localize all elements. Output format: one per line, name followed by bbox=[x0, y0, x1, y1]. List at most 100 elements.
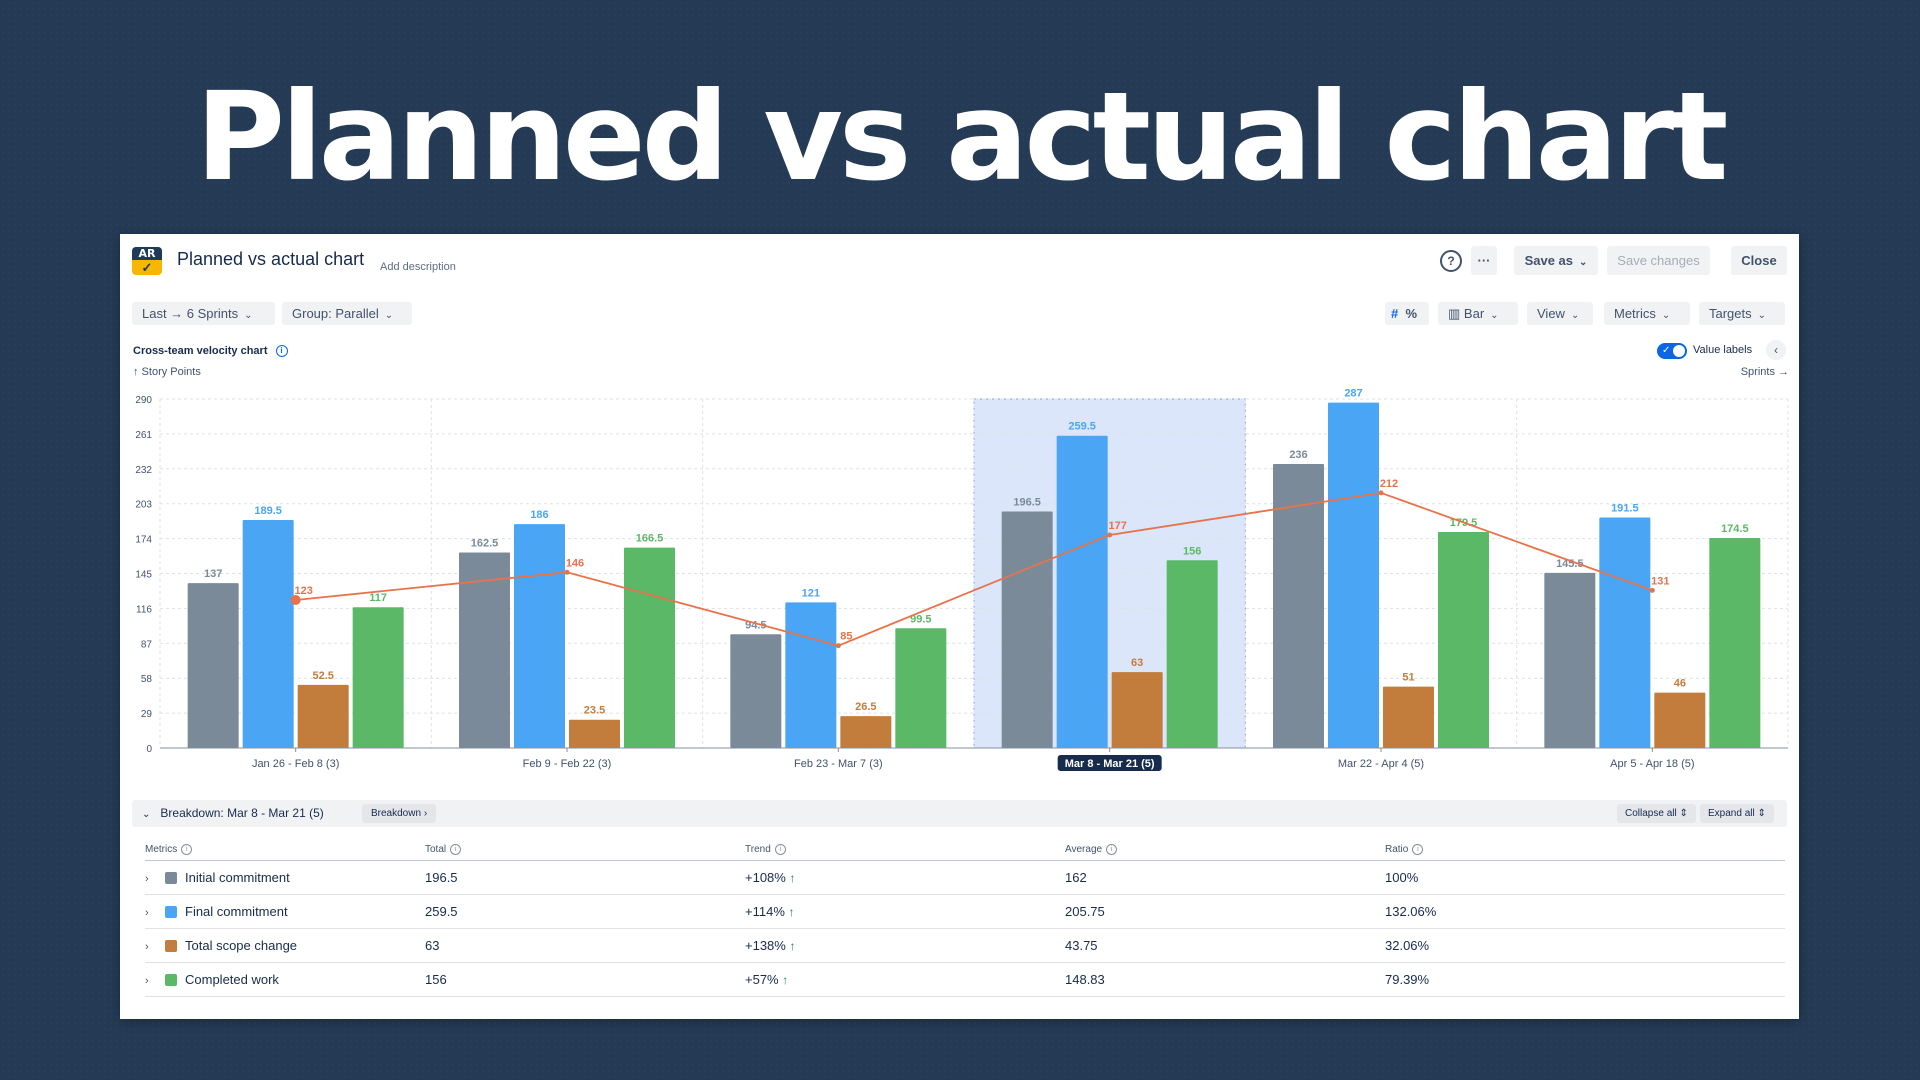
bar bbox=[785, 602, 837, 748]
column-header-total: Total i bbox=[425, 838, 745, 862]
column-header-trend: Trend i bbox=[745, 838, 1065, 862]
view-dropdown[interactable]: View ⌄ bbox=[1527, 302, 1593, 325]
info-icon[interactable]: i bbox=[275, 345, 288, 358]
x-tick-label: Jan 26 - Feb 8 (3) bbox=[252, 758, 339, 770]
breakdown-title[interactable]: ⌄ Breakdown: Mar 8 - Mar 21 (5) bbox=[142, 806, 324, 820]
bar bbox=[1328, 402, 1379, 748]
chevron-right-icon[interactable]: › bbox=[145, 941, 149, 954]
metric-cell: › Total scope change bbox=[145, 928, 425, 964]
report-title[interactable]: Planned vs actual chart bbox=[177, 249, 365, 269]
total-cell: 156 bbox=[425, 962, 745, 998]
metric-name: Initial commitment bbox=[185, 870, 290, 886]
y-tick-label: 0 bbox=[146, 744, 152, 755]
bar bbox=[569, 719, 620, 748]
table-row[interactable]: › Total scope change 63 +138% ↑ 43.75 32.06% bbox=[145, 928, 1785, 964]
expand-icon: ⇕ bbox=[1757, 808, 1766, 819]
chevron-down-icon: ⌄ bbox=[1579, 257, 1588, 268]
table-row[interactable]: › Final commitment 259.5 +114% ↑ 205.75 132.0… bbox=[145, 894, 1785, 930]
ratio-cell: 100% bbox=[1385, 860, 1785, 896]
add-description-link[interactable]: Add description bbox=[380, 261, 456, 273]
bar-value-label: 63 bbox=[1131, 657, 1143, 669]
bar bbox=[1111, 672, 1163, 748]
y-tick-label: 290 bbox=[135, 395, 152, 406]
report-panel: AR ✓ Planned vs actual chart Add descrip… bbox=[120, 234, 1799, 1019]
metrics-dropdown[interactable]: Metrics ⌄ bbox=[1604, 302, 1690, 325]
bar-value-label: 26.5 bbox=[855, 701, 876, 713]
chevron-right-icon[interactable]: › bbox=[145, 975, 149, 988]
column-header-average: Average i bbox=[1065, 838, 1385, 862]
collapse-icon: ⇕ bbox=[1679, 808, 1688, 819]
number-percent-toggle[interactable]: # % bbox=[1385, 302, 1429, 325]
bar bbox=[624, 547, 675, 748]
y-tick-label: 145 bbox=[135, 570, 152, 581]
expand-all-button[interactable]: Expand all ⇕ bbox=[1700, 804, 1774, 823]
chevron-right-icon[interactable]: › bbox=[145, 907, 149, 920]
average-cell: 162 bbox=[1065, 860, 1385, 896]
metric-cell: › Completed work bbox=[145, 962, 425, 998]
breakdown-table: Metrics i Total i Trend i Average i Ratio i ›… bbox=[145, 838, 1785, 998]
trend-point bbox=[290, 594, 301, 605]
value-labels-toggle[interactable]: ✓ bbox=[1657, 343, 1687, 359]
column-label: Metrics bbox=[145, 844, 178, 856]
save-as-button[interactable]: Save as ⌄ bbox=[1514, 246, 1598, 275]
range-selector[interactable]: Last → 6 Sprints ⌄ bbox=[132, 302, 275, 325]
average-cell: 205.75 bbox=[1065, 894, 1385, 930]
info-icon[interactable]: i bbox=[450, 844, 462, 855]
y-tick-label: 29 bbox=[141, 709, 153, 720]
bar-value-label: 236 bbox=[1289, 449, 1307, 461]
info-icon[interactable]: i bbox=[774, 844, 786, 855]
percent-icon[interactable]: % bbox=[1405, 306, 1418, 321]
bar-value-label: 121 bbox=[802, 587, 820, 599]
column-header-ratio: Ratio i bbox=[1385, 838, 1785, 862]
check-icon: ✓ bbox=[1662, 345, 1671, 356]
ratio-cell: 32.06% bbox=[1385, 928, 1785, 964]
y-axis-unit: ↑ Story Points bbox=[133, 366, 201, 378]
group-selector[interactable]: Group: Parallel ⌄ bbox=[282, 302, 412, 325]
trend-point bbox=[564, 569, 570, 575]
trend-value-label: 212 bbox=[1380, 478, 1398, 490]
breakdown-button[interactable]: Breakdown › bbox=[362, 804, 437, 823]
collapse-all-button[interactable]: Collapse all ⇕ bbox=[1617, 804, 1696, 823]
save-changes-button[interactable]: Save changes bbox=[1607, 246, 1710, 275]
arrow-up-icon: ↑ bbox=[788, 905, 795, 920]
table-row[interactable]: › Initial commitment 196.5 +108% ↑ 162 100% bbox=[145, 860, 1785, 896]
bar bbox=[242, 519, 294, 748]
hash-icon[interactable]: # bbox=[1391, 306, 1399, 321]
save-as-label: Save as bbox=[1524, 253, 1574, 268]
series-swatch bbox=[165, 974, 177, 987]
trend-value: +114% bbox=[745, 904, 785, 920]
info-icon[interactable]: i bbox=[1412, 844, 1424, 855]
collapse-panel-button[interactable]: ‹ bbox=[1766, 340, 1786, 360]
info-icon[interactable]: i bbox=[1106, 844, 1118, 855]
y-tick-label: 203 bbox=[135, 500, 152, 511]
more-button[interactable]: ··· bbox=[1471, 246, 1497, 275]
chevron-right-icon[interactable]: › bbox=[145, 873, 149, 886]
value-labels-label: Value labels bbox=[1693, 344, 1753, 356]
metric-name: Completed work bbox=[185, 972, 279, 988]
close-button[interactable]: Close bbox=[1731, 246, 1787, 275]
chart-type-selector[interactable]: ▥ Bar ⌄ bbox=[1438, 302, 1518, 325]
bar bbox=[1438, 531, 1489, 748]
trend-point bbox=[1649, 587, 1655, 593]
info-icon[interactable]: i bbox=[181, 844, 193, 855]
table-row[interactable]: › Completed work 156 +57% ↑ 148.83 79.39% bbox=[145, 962, 1785, 998]
velocity-chart: 0 29 58 87 116 145 174 203 232 261 290 137 189.5 52.5… bbox=[135, 388, 1789, 771]
bar-value-label: 287 bbox=[1344, 388, 1362, 400]
app-logo: AR ✓ bbox=[132, 247, 162, 275]
bar-value-label: 52.5 bbox=[312, 670, 333, 682]
bar bbox=[1056, 435, 1108, 748]
bar bbox=[1709, 537, 1761, 748]
bar-chart-icon: ▥ bbox=[1448, 306, 1461, 321]
bar-value-label: 259.5 bbox=[1068, 421, 1096, 433]
targets-dropdown[interactable]: Targets ⌄ bbox=[1699, 302, 1785, 325]
chevron-down-icon: ⌄ bbox=[142, 809, 151, 820]
targets-label: Targets bbox=[1709, 306, 1752, 321]
trend-cell: +114% ↑ bbox=[745, 894, 1065, 930]
trend-point bbox=[1378, 490, 1384, 496]
bar bbox=[459, 552, 510, 748]
metric-cell: › Final commitment bbox=[145, 894, 425, 930]
help-icon[interactable]: ? bbox=[1440, 250, 1462, 272]
column-label: Total bbox=[425, 844, 447, 856]
bar-value-label: 189.5 bbox=[254, 505, 282, 517]
bar-value-label: 196.5 bbox=[1013, 497, 1041, 509]
